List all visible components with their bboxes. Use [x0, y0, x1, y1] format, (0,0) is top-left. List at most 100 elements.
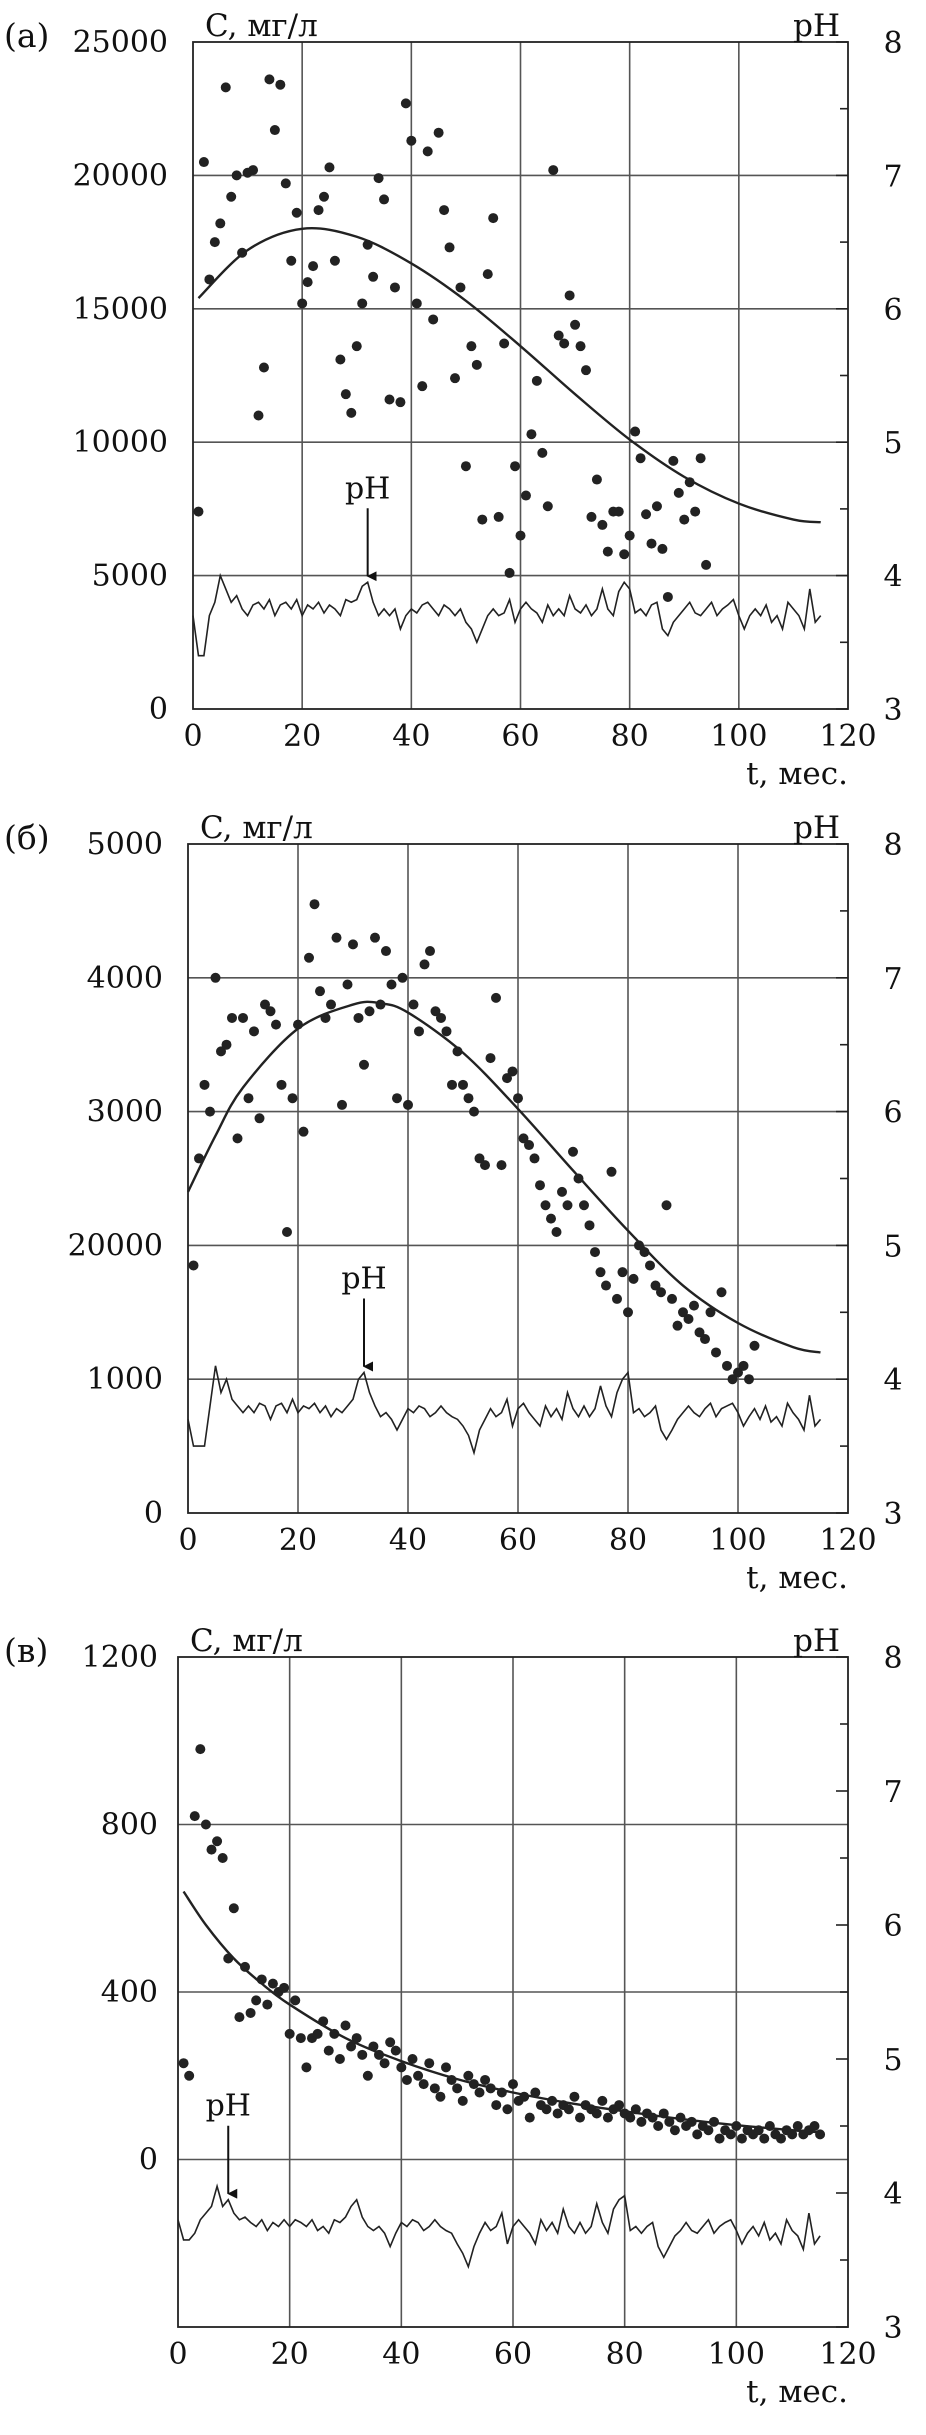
data-point — [625, 2112, 636, 2123]
data-point — [260, 999, 270, 1010]
data-point — [653, 2121, 664, 2131]
data-point — [563, 2104, 574, 2115]
trend-curve — [186, 1000, 821, 1354]
data-point — [692, 2129, 703, 2140]
data-point — [324, 162, 335, 173]
data-point — [295, 2033, 306, 2044]
y-tick-label: 0 — [139, 2143, 158, 2178]
x-tick-label: 0 — [183, 719, 202, 754]
data-point — [614, 2100, 625, 2111]
data-point — [759, 2133, 770, 2144]
data-point — [601, 1280, 611, 1291]
data-point — [469, 1106, 479, 1117]
data-point — [435, 2091, 446, 2102]
x-tick-label: 40 — [392, 719, 430, 754]
data-point — [312, 2028, 323, 2039]
data-point — [447, 1079, 457, 1090]
data-point — [220, 82, 231, 93]
data-point — [493, 511, 504, 522]
data-point — [337, 1099, 347, 1110]
x-tick-label: 0 — [168, 2337, 187, 2372]
data-point — [253, 410, 264, 421]
data-point — [238, 1012, 248, 1023]
x-tick-label: 120 — [819, 1523, 876, 1558]
data-point — [413, 2070, 424, 2081]
data-point — [178, 2058, 189, 2069]
data-point — [591, 474, 602, 485]
data-point — [342, 979, 353, 990]
data-point — [441, 1026, 452, 1037]
x-tick-label: 100 — [708, 2337, 765, 2372]
data-point — [351, 2033, 362, 2044]
data-point — [579, 1200, 589, 1211]
x-tick-label: 80 — [609, 1523, 647, 1558]
data-point — [396, 2062, 407, 2073]
y2-tick-label: 5 — [883, 2043, 902, 2078]
data-point — [188, 1260, 199, 1271]
data-point — [504, 567, 515, 578]
data-point — [792, 2121, 803, 2131]
data-point — [515, 530, 526, 541]
panel-label: (в) — [4, 1631, 48, 1670]
data-point — [430, 1006, 441, 1017]
data-point — [329, 255, 340, 266]
y-tick-label: 800 — [101, 1808, 158, 1843]
data-point — [411, 298, 422, 309]
data-point — [705, 1307, 716, 1318]
data-point — [714, 2133, 725, 2144]
data-point — [480, 2074, 491, 2085]
data-point — [200, 1819, 211, 1830]
data-point — [422, 146, 433, 157]
y-axis-title: C, мг/л — [205, 8, 318, 44]
x-tick-label: 60 — [499, 1523, 537, 1558]
data-point — [390, 2045, 401, 2056]
x-tick-label: 40 — [382, 2337, 420, 2372]
data-point — [406, 135, 417, 146]
data-point — [228, 1903, 239, 1914]
data-point — [302, 277, 313, 288]
panel-label: (б) — [4, 818, 50, 857]
data-point — [695, 453, 706, 464]
data-point — [524, 1140, 534, 1151]
data-point — [667, 1293, 677, 1304]
y2-tick-label: 3 — [883, 1497, 902, 1532]
data-point — [541, 2104, 552, 2115]
data-point — [204, 274, 215, 285]
data-point — [351, 341, 362, 352]
panel-label: (a) — [4, 16, 49, 55]
data-point — [245, 2007, 256, 2018]
x-tick-label: 20 — [283, 719, 321, 754]
y2-tick-label: 6 — [883, 293, 902, 328]
data-point — [340, 2020, 351, 2031]
data-point — [275, 79, 286, 90]
x-tick-label: 80 — [606, 2337, 644, 2372]
data-point — [249, 1026, 259, 1037]
data-point — [749, 1340, 760, 1351]
data-point — [205, 1106, 215, 1117]
data-point — [668, 455, 679, 466]
data-point — [694, 1327, 705, 1338]
data-point — [482, 269, 493, 280]
data-point — [418, 2079, 429, 2090]
data-point — [234, 2012, 245, 2023]
x-tick-label: 120 — [819, 2337, 876, 2372]
data-point — [265, 1006, 276, 1017]
data-point — [290, 1995, 301, 2006]
data-point — [267, 1978, 278, 1989]
data-point — [401, 2074, 412, 2085]
data-point — [291, 207, 302, 218]
data-point — [428, 314, 439, 325]
y2-tick-label: 6 — [883, 1909, 902, 1944]
data-point — [700, 1334, 710, 1345]
data-point — [460, 461, 471, 472]
data-point — [662, 591, 673, 602]
y2-tick-label: 4 — [883, 1363, 902, 1398]
data-point — [716, 1287, 727, 1298]
data-point — [645, 1260, 655, 1271]
data-point — [672, 1320, 683, 1331]
data-point — [537, 447, 548, 458]
data-point — [496, 1160, 507, 1171]
data-point — [562, 1200, 573, 1211]
y2-tick-label: 8 — [883, 828, 902, 863]
